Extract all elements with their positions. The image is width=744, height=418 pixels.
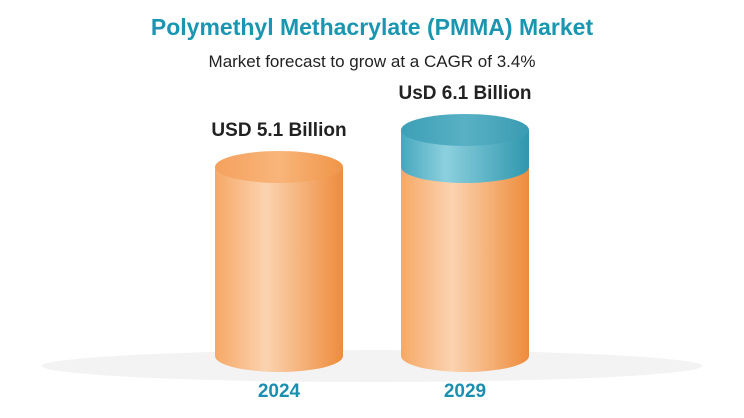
value-label-2024: USD 5.1 Billion xyxy=(211,120,346,141)
chart-subtitle: Market forecast to grow at a CAGR of 3.4… xyxy=(208,52,536,71)
chart-title: Polymethyl Methacrylate (PMMA) Market xyxy=(150,14,594,40)
bar-2024-top xyxy=(215,151,343,183)
category-label-2029: 2029 xyxy=(444,381,486,402)
bar-2024-base xyxy=(215,167,343,372)
bar-2029-base xyxy=(401,167,529,372)
bar-2029-top xyxy=(401,113,529,146)
value-label-2029: UsD 6.1 Billion xyxy=(398,83,531,104)
category-label-2024: 2024 xyxy=(258,381,301,402)
